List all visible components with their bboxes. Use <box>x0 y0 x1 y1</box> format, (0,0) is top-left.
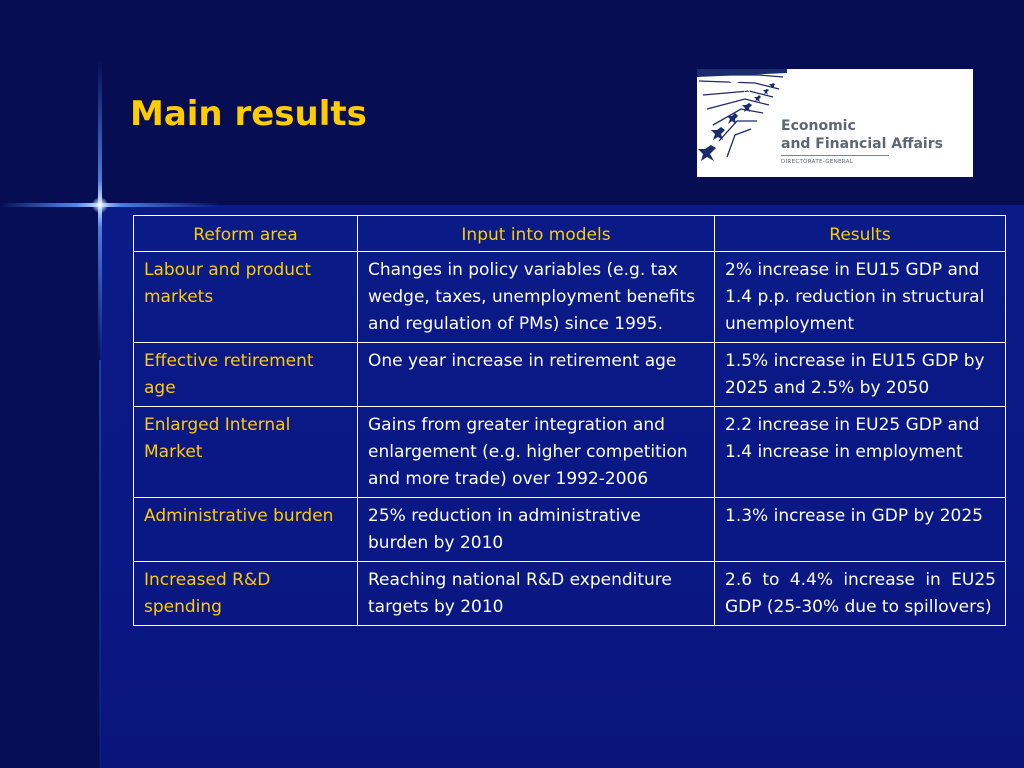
reform-area-cell: Labour and product markets <box>133 251 358 343</box>
header-reform-area: Reform area <box>133 215 358 252</box>
horizontal-light-beam <box>0 203 220 207</box>
table-row: Enlarged Internal Market Gains from grea… <box>133 406 1006 498</box>
result-cell: 2.6 to 4.4% increase in EU25 GDP (25-30%… <box>714 561 1006 626</box>
header-input-into-models: Input into models <box>357 215 715 252</box>
reform-area-cell: Increased R&D spending <box>133 561 358 626</box>
left-band <box>0 205 100 768</box>
logo-wordmark: Economic and Financial Affairs <box>781 117 943 153</box>
light-flare-icon <box>92 197 108 213</box>
table-row: Effective retirement age One year increa… <box>133 342 1006 407</box>
reform-area-cell: Effective retirement age <box>133 342 358 407</box>
table-row: Labour and product markets Changes in po… <box>133 251 1006 343</box>
result-cell: 2% increase in EU15 GDP and 1.4 p.p. red… <box>714 251 1006 343</box>
ecfin-logo: Economic and Financial Affairs DIRECTORA… <box>697 69 973 177</box>
input-cell: Gains from greater integration and enlar… <box>357 406 715 498</box>
table-row: Administrative burden 25% reduction in a… <box>133 497 1006 562</box>
vertical-light-trail <box>99 360 101 768</box>
input-cell: Reaching national R&D expenditure target… <box>357 561 715 626</box>
result-cell: 1.3% increase in GDP by 2025 <box>714 497 1006 562</box>
input-cell: One year increase in retirement age <box>357 342 715 407</box>
result-cell: 2.2 increase in EU25 GDP and 1.4 increas… <box>714 406 1006 498</box>
table-header-row: Reform area Input into models Results <box>133 215 1006 252</box>
input-cell: 25% reduction in administrative burden b… <box>357 497 715 562</box>
eu-stars-logo-icon <box>697 69 889 161</box>
header-results: Results <box>714 215 1006 252</box>
reform-area-cell: Enlarged Internal Market <box>133 406 358 498</box>
logo-line-2: and Financial Affairs <box>781 136 943 152</box>
input-cell: Changes in policy variables (e.g. tax we… <box>357 251 715 343</box>
logo-line-1: Economic <box>781 118 856 134</box>
results-table: Reform area Input into models Results La… <box>133 215 1006 626</box>
table-row: Increased R&D spending Reaching national… <box>133 561 1006 626</box>
logo-line-3: DIRECTORATE-GENERAL <box>781 159 854 165</box>
reform-area-cell: Administrative burden <box>133 497 358 562</box>
slide-title: Main results <box>130 94 367 134</box>
result-cell: 1.5% increase in EU15 GDP by 2025 and 2.… <box>714 342 1006 407</box>
